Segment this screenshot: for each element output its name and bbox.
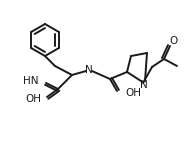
Text: HN: HN [24,76,39,86]
Text: OH: OH [125,88,141,98]
Text: N: N [140,80,148,90]
Text: OH: OH [25,94,41,104]
Text: O: O [170,36,178,46]
Text: N: N [85,65,93,75]
